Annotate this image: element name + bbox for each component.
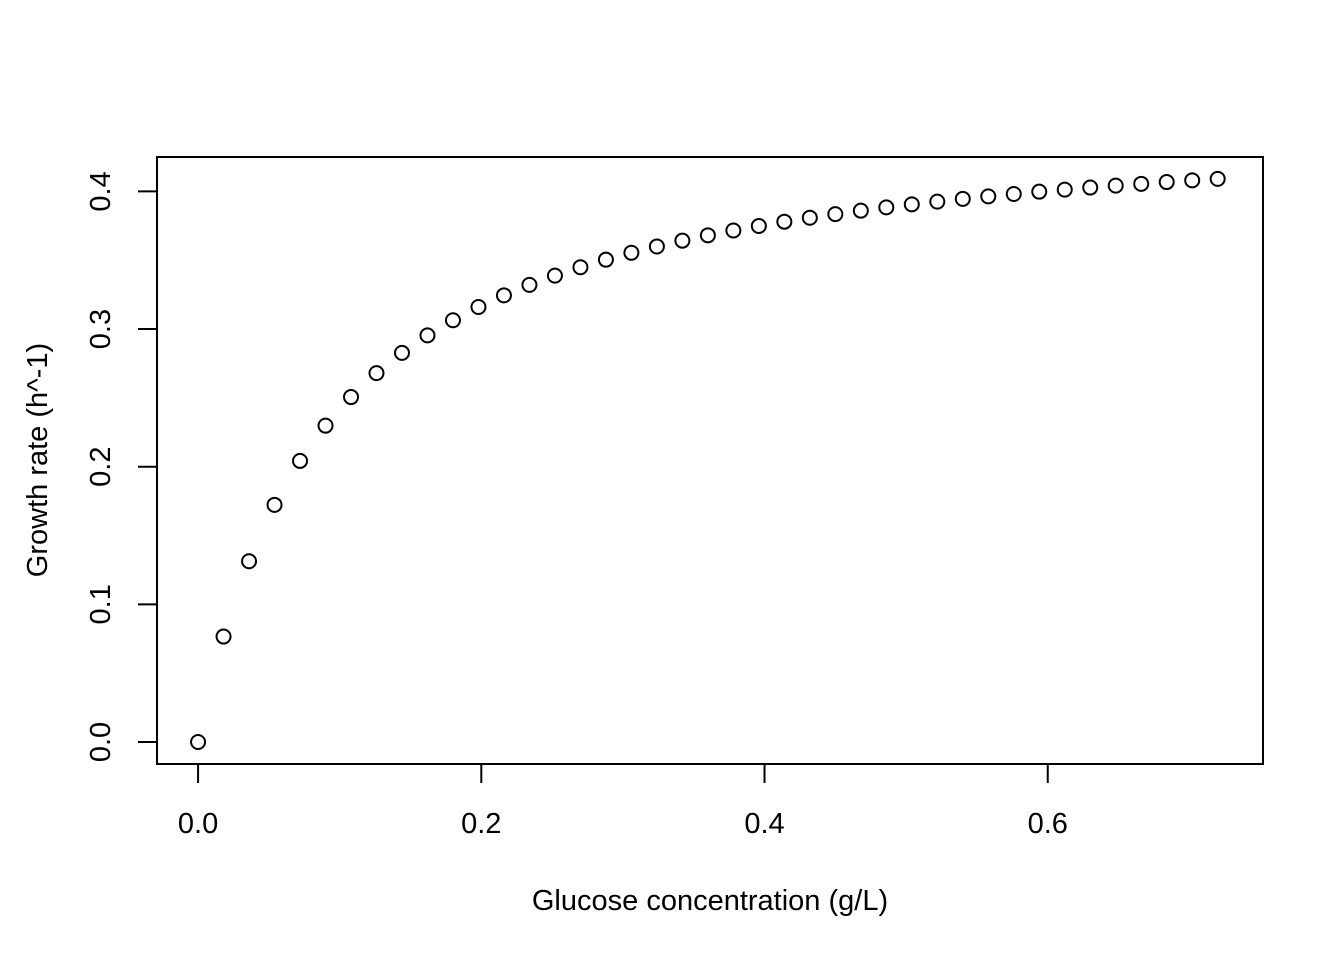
data-point (674, 232, 691, 249)
data-point (954, 190, 971, 207)
data-point (1082, 179, 1099, 196)
data-point (317, 417, 334, 434)
data-point (980, 188, 997, 205)
data-point (878, 199, 895, 216)
data-point (546, 267, 563, 284)
x-tick-label: 0.6 (1028, 808, 1068, 840)
data-point (1056, 181, 1073, 198)
data-point (699, 227, 716, 244)
data-point (725, 222, 742, 239)
data-point (1133, 175, 1150, 192)
y-tick-label: 0.2 (85, 447, 117, 487)
data-point (215, 628, 232, 645)
x-tick-label: 0.0 (178, 808, 218, 840)
data-point (292, 452, 309, 469)
x-axis: 0.0 0.2 0.4 0.6 (178, 763, 1068, 840)
y-tick-label: 0.3 (85, 309, 117, 349)
y-tick-label: 0.1 (85, 584, 117, 624)
x-axis-label: Glucose concentration (g/L) (532, 885, 888, 917)
data-point (521, 276, 538, 293)
data-point (929, 193, 946, 210)
y-axis: 0.0 0.1 0.2 0.3 0.4 (85, 171, 158, 762)
data-point (852, 202, 869, 219)
x-tick-label: 0.4 (744, 808, 784, 840)
y-axis-label: Growth rate (h^-1) (22, 343, 54, 577)
data-point (801, 209, 818, 226)
data-point (776, 213, 793, 230)
data-point (1184, 172, 1201, 189)
y-tick-label: 0.0 (85, 722, 117, 762)
data-point (470, 299, 487, 316)
data-point (241, 553, 258, 570)
data-point (648, 238, 665, 255)
data-point (266, 496, 283, 513)
data-point (1158, 174, 1175, 191)
data-point (750, 217, 767, 234)
data-point (1107, 177, 1124, 194)
data-point (444, 312, 461, 329)
data-point (1209, 170, 1226, 187)
data-point (1031, 183, 1048, 200)
data-point (572, 259, 589, 276)
data-point (1005, 186, 1022, 203)
y-tick-label: 0.4 (85, 171, 117, 211)
data-point (419, 327, 436, 344)
data-point (343, 389, 360, 406)
data-point (623, 244, 640, 261)
data-points (190, 170, 1226, 750)
data-point (597, 251, 614, 268)
plot-frame (156, 156, 1264, 765)
data-point (190, 733, 207, 750)
data-point (368, 365, 385, 382)
x-tick-label: 0.2 (461, 808, 501, 840)
data-point (827, 206, 844, 223)
data-point (393, 344, 410, 361)
data-point (903, 196, 920, 213)
data-point (495, 287, 512, 304)
